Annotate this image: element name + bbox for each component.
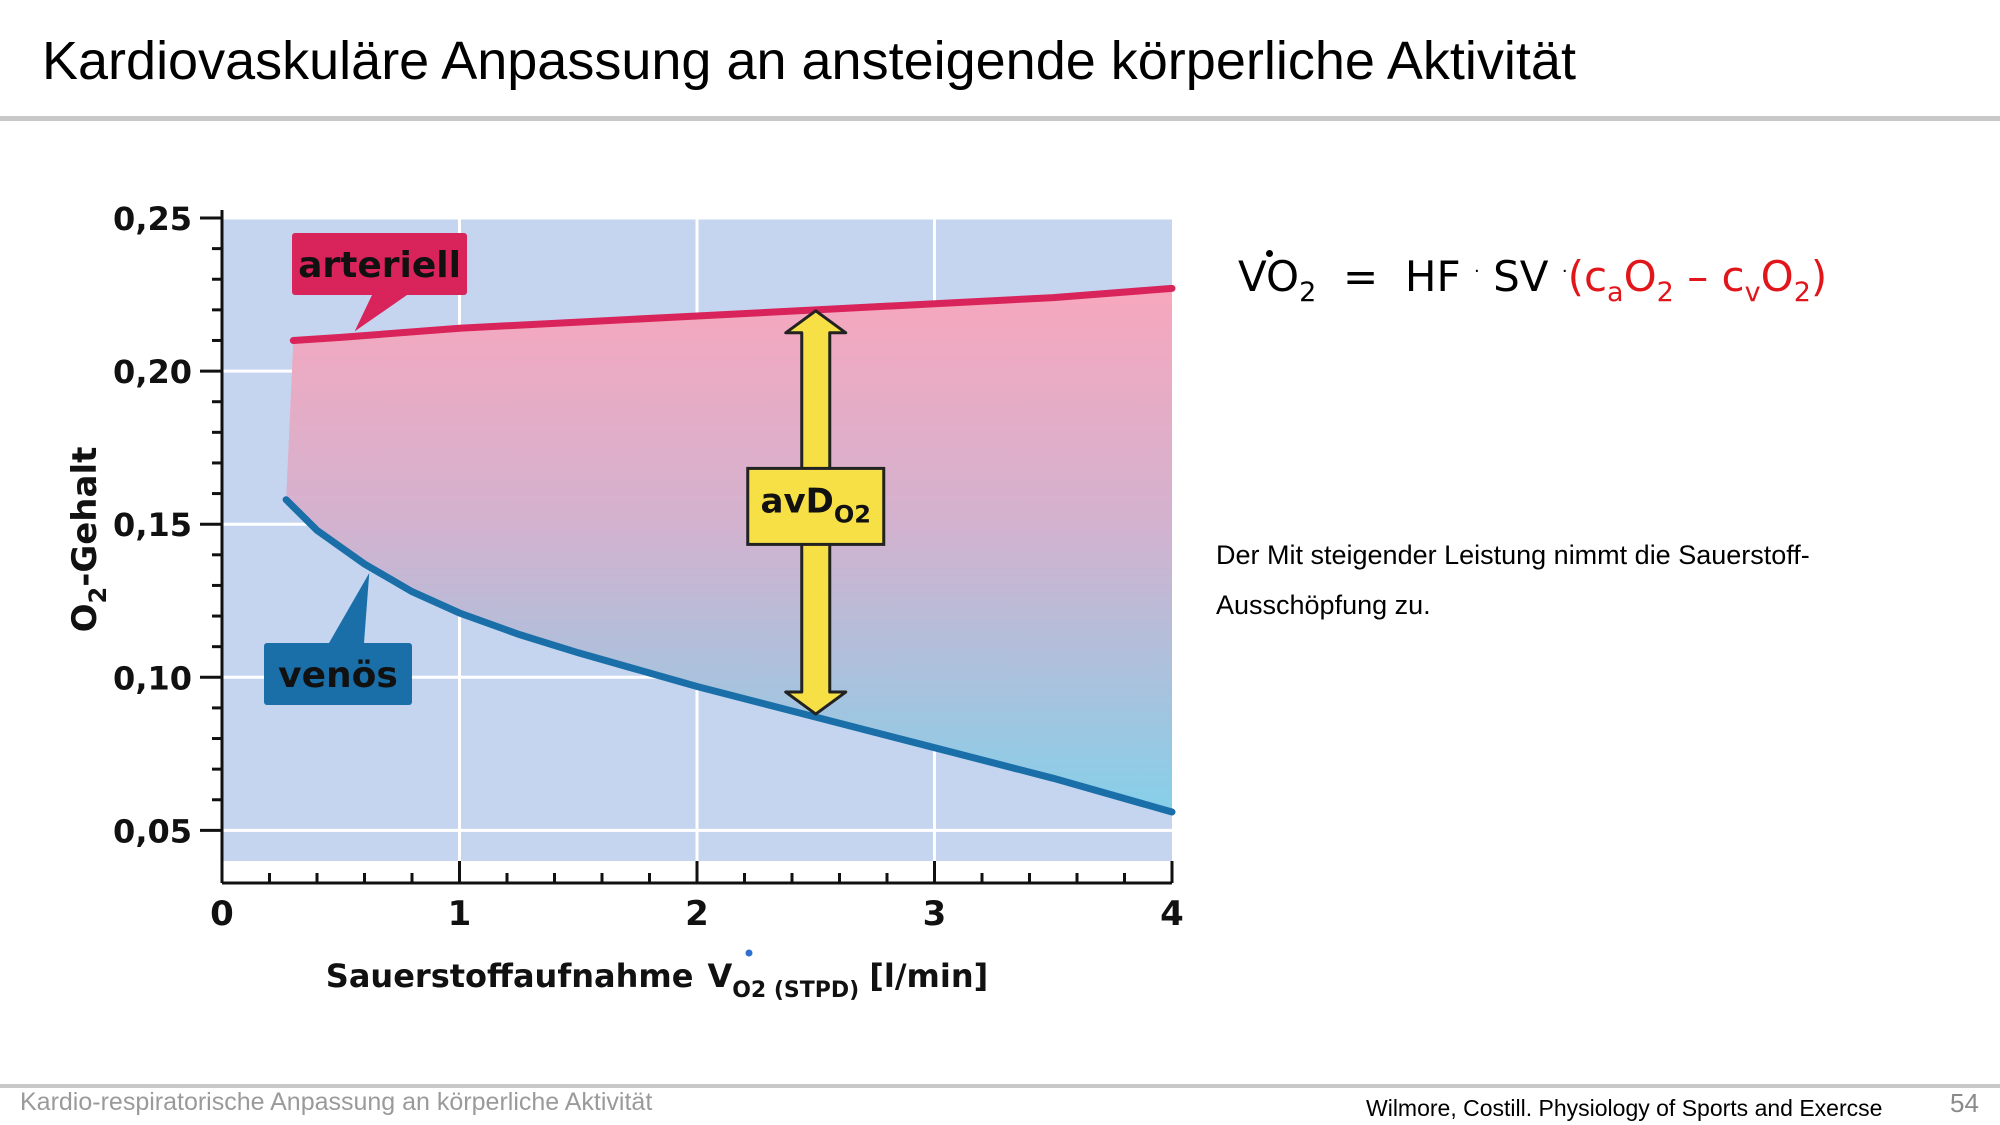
vo2-sub: 2 bbox=[1299, 277, 1317, 308]
y-axis-label-rest: -Gehalt bbox=[65, 447, 105, 587]
y-axis-label-main: O bbox=[65, 603, 105, 632]
oxygen-content-chart: 0,25 0,20 0,15 0,10 0,05 0 1 2 3 4 arteriell venö… bbox=[65, 200, 1184, 1003]
venoes-label-box bbox=[264, 643, 412, 705]
o-2: O bbox=[1760, 252, 1794, 301]
venoes-pointer bbox=[329, 573, 370, 643]
slide-title: Kardiovaskuläre Anpassung an ansteigende… bbox=[42, 31, 1576, 91]
footer-divider bbox=[0, 1084, 2000, 1088]
cv-sub: v bbox=[1744, 277, 1761, 308]
x-tick-label: 1 bbox=[448, 894, 472, 934]
y-axis-label: O2-Gehalt bbox=[65, 447, 112, 633]
x-axis-label-unit: [l/min] bbox=[869, 957, 988, 995]
legend-arteriell: arteriell bbox=[292, 233, 467, 332]
title-divider bbox=[0, 116, 2000, 121]
avdo2-area bbox=[286, 288, 1173, 812]
citation: Wilmore, Costill. Physiology of Sports a… bbox=[1366, 1095, 1883, 1121]
o-1: O bbox=[1623, 252, 1657, 301]
multiply-dot-1: · bbox=[1473, 261, 1480, 282]
avdo2-close: ) bbox=[1810, 252, 1828, 301]
arteriell-pointer bbox=[354, 295, 407, 332]
x-axis-label-dot bbox=[745, 949, 753, 957]
series-label-arteriell: arteriell bbox=[298, 245, 461, 286]
x-axis-label-symbol: V bbox=[707, 957, 732, 995]
x-axis-label-main: Sauerstoffaufnahme bbox=[326, 957, 694, 995]
series-line-arteriell bbox=[289, 284, 1176, 344]
multiply-dot-2: · bbox=[1561, 261, 1568, 282]
legend-venoes: venös bbox=[264, 573, 412, 705]
equals-sign: = bbox=[1342, 252, 1379, 301]
x-axis-label-sub: O2 (STPD) bbox=[732, 978, 859, 1003]
x-tick-label: 0 bbox=[210, 894, 234, 934]
y-tick-label: 0,05 bbox=[113, 812, 192, 850]
series-line-venoes bbox=[282, 496, 1176, 816]
avdo2-label: avDO2 bbox=[761, 481, 871, 528]
avdo2-label-box bbox=[746, 466, 886, 546]
explanation-text: Der Mit steigender Leistung nimmt die Sa… bbox=[1216, 540, 1810, 620]
ca-sub: a bbox=[1607, 277, 1624, 308]
y-tick-label: 0,20 bbox=[113, 353, 192, 391]
avdo2-arrow: avDO2 bbox=[746, 309, 886, 716]
avdo2-label-main: avD bbox=[761, 481, 834, 521]
avdo2-term: (caO2 – cvO2) bbox=[1567, 252, 1828, 306]
fick-formula: VO2 = HF · SV ·(caO2 – cvO2) bbox=[1238, 250, 1828, 306]
avdo2-label-sub: O2 bbox=[834, 500, 871, 528]
vo2-main: VO bbox=[1238, 252, 1300, 301]
o-1-sub: 2 bbox=[1656, 277, 1674, 308]
y-tick-label: 0,15 bbox=[113, 506, 192, 544]
sv-term: SV bbox=[1493, 252, 1549, 301]
x-axis-label: Sauerstoffaufnahme VO2 (STPD) [l/min] bbox=[326, 957, 988, 1003]
page-number: 54 bbox=[1950, 1088, 1979, 1118]
series-label-venoes: venös bbox=[278, 655, 398, 696]
avdo2-open: (c bbox=[1567, 252, 1608, 301]
y-tick-label: 0,10 bbox=[113, 659, 192, 697]
o-2-sub: 2 bbox=[1793, 277, 1811, 308]
y-axis-label-sub: 2 bbox=[84, 587, 112, 604]
footer-title: Kardio-respiratorische Anpassung an körp… bbox=[20, 1088, 653, 1116]
x-tick-label: 3 bbox=[923, 894, 947, 934]
x-tick-label: 4 bbox=[1160, 894, 1184, 934]
axes: 0,25 0,20 0,15 0,10 0,05 0 1 2 3 4 bbox=[113, 200, 1184, 934]
vo2-symbol: VO2 bbox=[1238, 250, 1316, 306]
arteriell-label-box bbox=[292, 233, 467, 295]
minus-cv: – c bbox=[1673, 252, 1745, 301]
y-tick-label: 0,25 bbox=[113, 200, 192, 238]
hf-term: HF bbox=[1404, 252, 1461, 301]
x-tick-label: 2 bbox=[685, 894, 709, 934]
